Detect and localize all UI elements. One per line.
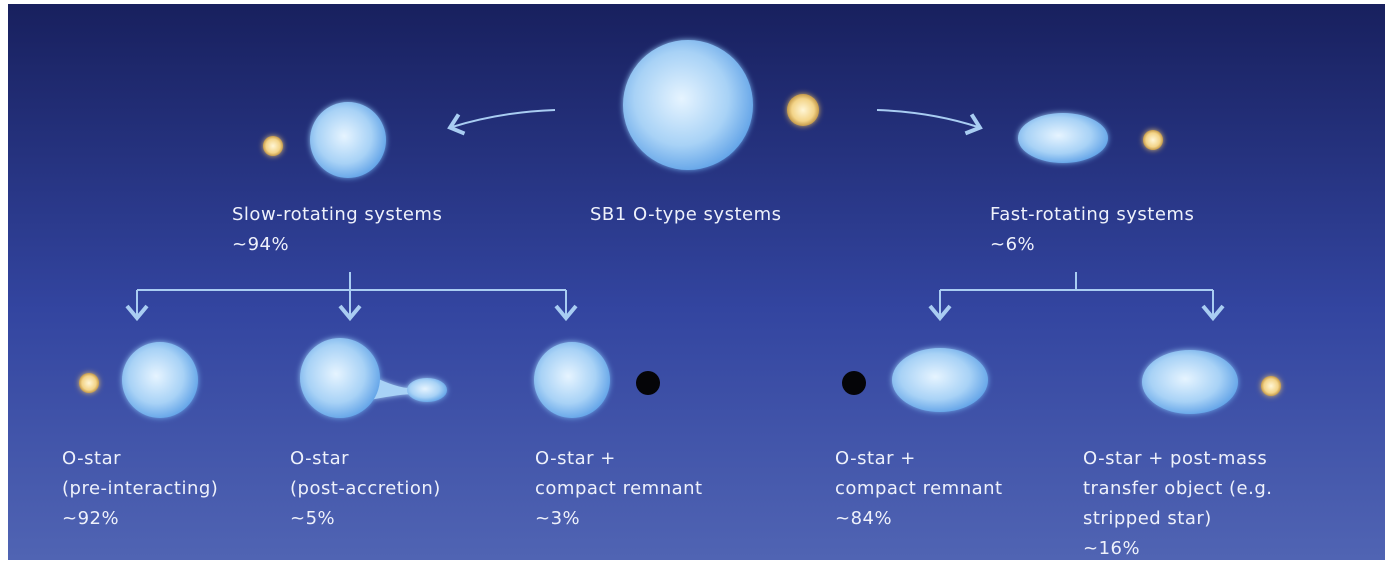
outcome-share: ~92% <box>62 508 119 529</box>
outcome-label: stripped star) <box>1083 508 1212 529</box>
outcome-label: compact remnant <box>535 478 703 499</box>
outcome-share: ~3% <box>535 508 580 529</box>
outcome-label: transfer object (e.g. <box>1083 478 1272 499</box>
outcome-label: (pre-interacting) <box>62 478 218 499</box>
diagram: SB1 O-type systems Slow-rotating systems… <box>0 0 1392 564</box>
outcome-label: (post-accretion) <box>290 478 441 499</box>
black-hole <box>636 371 660 395</box>
outcome-share: ~16% <box>1083 538 1140 559</box>
branch-share: ~94% <box>232 234 289 255</box>
outcome-share: ~5% <box>290 508 335 529</box>
outcome-label: O-star + <box>835 448 916 469</box>
branch-label: Slow-rotating systems <box>232 204 442 225</box>
outcome-share: ~84% <box>835 508 892 529</box>
branch-label: Fast-rotating systems <box>990 204 1194 225</box>
outcome-label: O-star <box>290 448 349 469</box>
outcome-label: compact remnant <box>835 478 1003 499</box>
outcome-label: O-star + <box>535 448 616 469</box>
branch-share: ~6% <box>990 234 1035 255</box>
outcome-label: O-star <box>62 448 121 469</box>
black-hole <box>842 371 866 395</box>
outcome-label: O-star + post-mass <box>1083 448 1267 469</box>
root-label: SB1 O-type systems <box>590 204 782 225</box>
